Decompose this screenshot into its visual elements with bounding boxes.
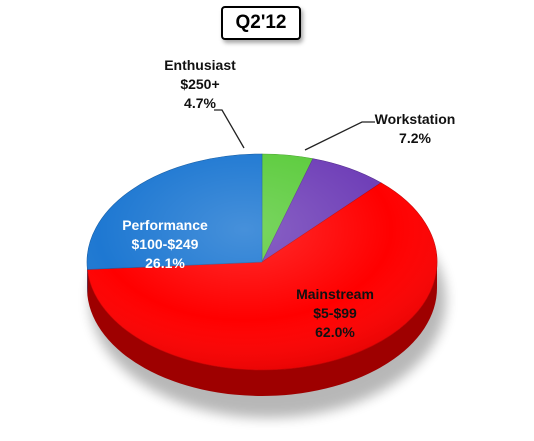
- leader-line-enthusiast: [214, 109, 245, 149]
- label-mainstream-value: 62.0%: [315, 324, 355, 340]
- label-workstation: Workstation 7.2%: [360, 110, 470, 148]
- label-performance-name: Performance: [122, 217, 208, 233]
- leader-lines: [214, 109, 375, 151]
- label-workstation-value: 7.2%: [399, 130, 431, 146]
- label-mainstream: Mainstream $5-$99 62.0%: [280, 285, 390, 342]
- label-workstation-name: Workstation: [374, 111, 456, 127]
- label-mainstream-range: $5-$99: [313, 305, 357, 321]
- chart-title: Q2'12: [221, 6, 301, 40]
- label-enthusiast-name: Enthusiast: [164, 57, 236, 73]
- label-performance-value: 26.1%: [145, 255, 185, 271]
- label-mainstream-name: Mainstream: [296, 286, 374, 302]
- label-enthusiast: Enthusiast $250+ 4.7%: [150, 56, 250, 113]
- label-performance-range: $100-$249: [131, 236, 199, 252]
- label-performance: Performance $100-$249 26.1%: [110, 216, 220, 273]
- label-enthusiast-value: 4.7%: [184, 95, 216, 111]
- label-enthusiast-range: $250+: [180, 76, 220, 92]
- leader-line-workstation: [304, 121, 375, 151]
